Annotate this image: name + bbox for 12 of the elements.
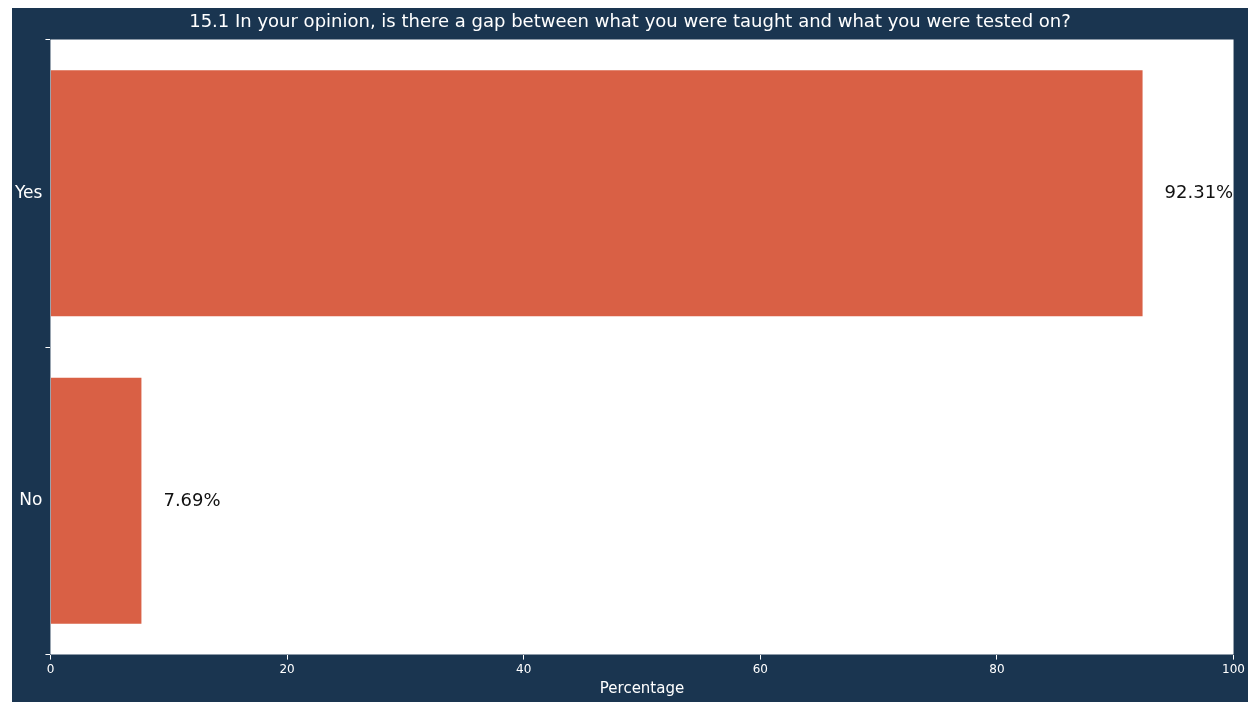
x-axis-title: Percentage — [599, 678, 685, 697]
x-tick-label: 60 — [752, 661, 768, 676]
x-tick-label: 100 — [1222, 661, 1245, 676]
x-tick-label: 80 — [989, 661, 1005, 676]
y-tick-label: No — [19, 489, 43, 510]
chart-title: 15.1 In your opinion, is there a gap between what you were taught and what you were tested on? — [189, 10, 1071, 32]
x-tick-label: 0 — [46, 661, 55, 676]
x-tick-label: 40 — [516, 661, 532, 676]
data-label: 92.31% — [1164, 181, 1234, 203]
x-tick-label: 20 — [279, 661, 295, 676]
data-label: 7.69% — [163, 488, 221, 510]
y-tick-label: Yes — [13, 181, 43, 202]
